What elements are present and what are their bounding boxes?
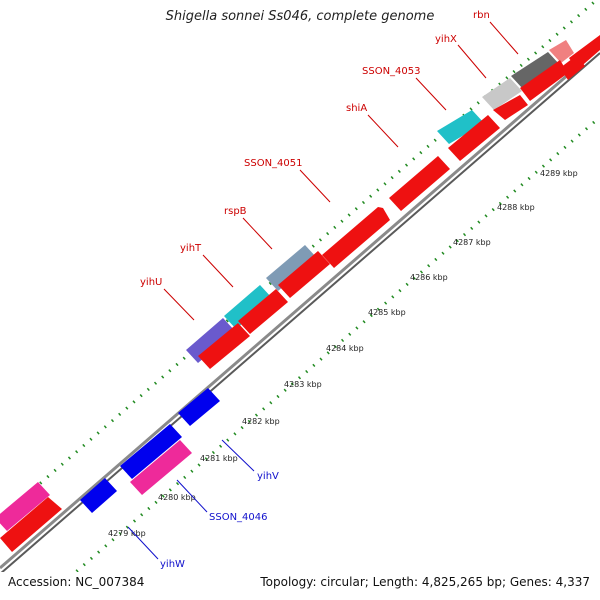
leader-line <box>176 479 208 513</box>
gene-label-yihV[interactable]: yihV <box>257 471 279 482</box>
gene-block-dark-grey[interactable] <box>511 52 560 89</box>
scale-label: 4286 kbp <box>410 273 448 282</box>
leader-line <box>367 114 399 148</box>
leader-line <box>415 77 447 111</box>
gene-label-yihT[interactable]: yihT <box>180 243 202 254</box>
gene-block-red-e[interactable] <box>493 95 528 120</box>
gene-block-rbn[interactable] <box>549 40 574 63</box>
forward-strand-inner-track <box>0 35 600 552</box>
scale-label: 4284 kbp <box>326 344 364 353</box>
leader-line <box>127 526 159 560</box>
gene-block-red-bottom-left[interactable] <box>0 497 62 552</box>
gene-label-SSON-4053[interactable]: SSON_4053 <box>362 66 421 77</box>
forward-gene-labels: yihU yihT rspB SSON_4051 shiA SSON_4053 … <box>140 10 519 321</box>
gene-block-red-c[interactable] <box>278 251 330 298</box>
scale-labels: 4279 kbp 4280 kbp 4281 kbp 4282 kbp 4283… <box>108 169 578 538</box>
scale-label: 4288 kbp <box>497 203 535 212</box>
gene-block-yihT[interactable] <box>224 285 272 329</box>
gene-label-SSON-4051[interactable]: SSON_4051 <box>244 158 303 169</box>
gene-block-yihU[interactable] <box>186 318 235 363</box>
scale-label: 4285 kbp <box>368 308 406 317</box>
gene-block-SSON-4051[interactable] <box>322 207 390 268</box>
scale-label: 4281 kbp <box>200 454 238 463</box>
gene-block-rspB[interactable] <box>266 245 317 291</box>
scale-label: 4289 kbp <box>540 169 578 178</box>
gene-label-SSON-4046[interactable]: SSON_4046 <box>209 512 268 523</box>
leader-line <box>457 44 487 79</box>
gene-label-rbn[interactable]: rbn <box>473 10 490 21</box>
gene-block-pink-left[interactable] <box>0 482 50 531</box>
gene-block-red-f[interactable] <box>520 60 568 101</box>
inner-tick-track <box>73 115 600 572</box>
scale-label: 4280 kbp <box>158 493 196 502</box>
gene-label-yihU[interactable]: yihU <box>140 277 162 288</box>
gene-label-shiA[interactable]: shiA <box>346 103 367 114</box>
leader-line <box>489 21 519 55</box>
scale-label: 4282 kbp <box>242 417 280 426</box>
leader-line <box>221 439 255 472</box>
gene-block-red-g[interactable] <box>569 35 600 70</box>
leader-line <box>242 217 273 250</box>
gene-label-yihW[interactable]: yihW <box>160 559 185 570</box>
gene-block-SSON-4053[interactable] <box>437 110 484 144</box>
leader-line <box>163 288 195 321</box>
gene-block-red-d[interactable] <box>448 115 500 161</box>
gene-block-pink-yihV[interactable] <box>130 440 192 495</box>
gene-block-yihX[interactable] <box>482 78 522 110</box>
gene-block-blue-small[interactable] <box>80 478 117 513</box>
scale-label: 4287 kbp <box>453 238 491 247</box>
reverse-gene-labels: yihV SSON_4046 yihW <box>127 439 279 570</box>
gene-block-blue-long[interactable] <box>120 424 182 479</box>
gene-label-rspB[interactable]: rspB <box>224 206 247 217</box>
gene-block-red-a[interactable] <box>198 323 250 369</box>
backbone-outer <box>0 45 600 570</box>
reverse-strand-track <box>80 388 220 513</box>
gene-label-yihX[interactable]: yihX <box>435 34 457 45</box>
gene-block-blue-upper[interactable] <box>178 388 220 426</box>
leader-line <box>299 169 331 203</box>
map-title: Shigella sonnei Ss046, complete genome <box>165 9 435 24</box>
gene-block-shiA[interactable] <box>389 156 450 211</box>
scale-label: 4283 kbp <box>284 380 322 389</box>
scale-label: 4279 kbp <box>108 529 146 538</box>
topology-text: Topology: circular; Length: 4,825,265 bp… <box>260 575 590 589</box>
accession-text: Accession: NC_007384 <box>8 575 145 589</box>
leader-line <box>202 254 234 288</box>
gene-block-red-b[interactable] <box>238 289 288 334</box>
